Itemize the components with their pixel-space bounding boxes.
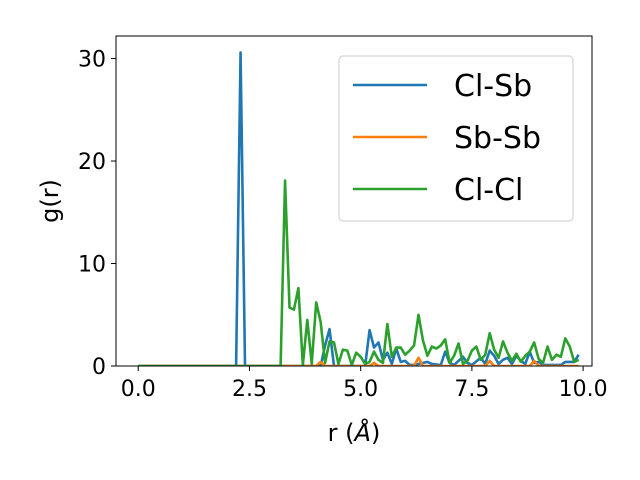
y-axis: 0 10 20 30: [78, 48, 116, 380]
y-tick-label: 20: [78, 150, 106, 175]
legend-label: Sb-Sb: [454, 121, 541, 156]
y-tick-label: 10: [78, 253, 106, 278]
plot-area: [138, 51, 580, 366]
x-axis-label-close: ): [371, 419, 380, 447]
legend: Cl-Sb Sb-Sb Cl-Cl: [338, 55, 574, 222]
x-tick-label: 0.0: [121, 377, 156, 402]
series-line-sb-sb: [138, 356, 579, 366]
y-tick-label: 0: [92, 355, 106, 380]
x-tick-label: 10.0: [559, 377, 608, 402]
x-tick-label: 7.5: [454, 377, 489, 402]
y-tick-label: 30: [78, 48, 106, 73]
x-axis: 0.0 2.5 5.0 7.5 10.0: [121, 366, 608, 402]
series-layer: [138, 51, 580, 366]
x-tick-label: 2.5: [232, 377, 267, 402]
x-axis-label-unit: Å: [353, 418, 371, 447]
plot-frame: [115, 35, 593, 367]
legend-label: Cl-Sb: [454, 69, 532, 104]
x-axis-label-text: r (: [328, 419, 355, 447]
x-axis-label: r (Å): [328, 418, 381, 447]
legend-box: [338, 55, 574, 222]
x-tick-label: 5.0: [343, 377, 378, 402]
series-line-cl-cl: [138, 179, 580, 366]
y-axis-label: g(r): [36, 179, 64, 223]
legend-label: Cl-Cl: [454, 173, 523, 208]
